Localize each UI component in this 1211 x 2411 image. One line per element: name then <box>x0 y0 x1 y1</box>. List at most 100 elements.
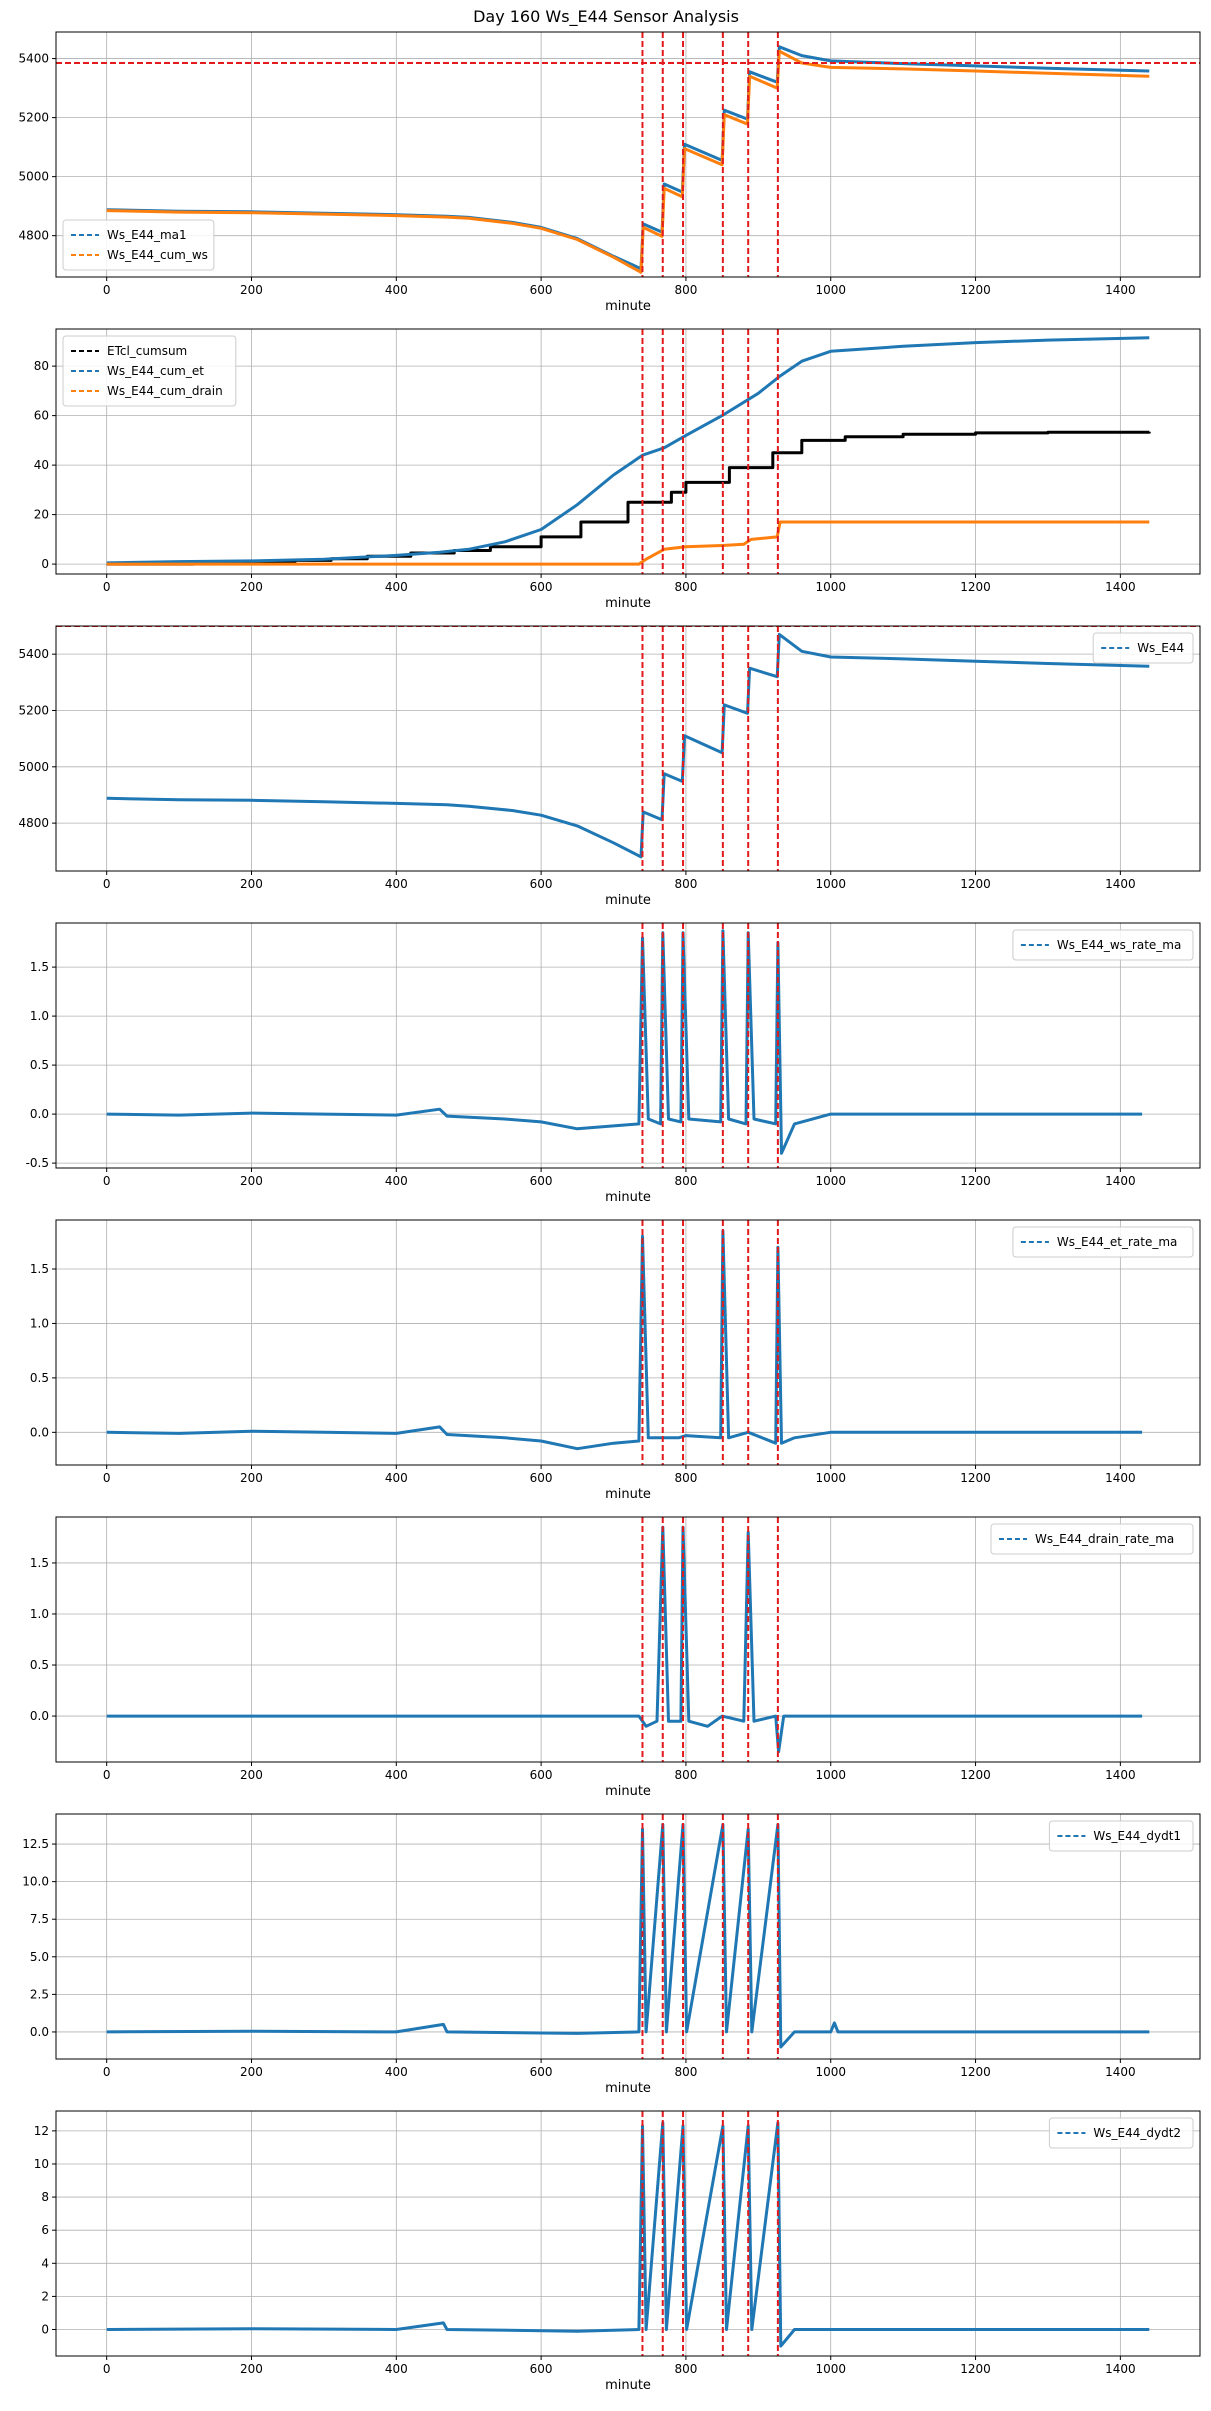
x-tick-label: 1400 <box>1105 283 1136 297</box>
series-line-Ws_E44_drain_rate_ma <box>106 1525 1143 1754</box>
subplots: 0 200 400 600 800 1000 1200 1400480050005200540… <box>18 31 1201 2393</box>
legend-box <box>62 219 215 271</box>
legend-label: Ws_E44_et_rate_ma <box>1057 1235 1177 1249</box>
y-tick-label: 20 <box>34 508 49 522</box>
x-tick-label: 800 <box>674 1768 697 1782</box>
legend: Ws_E44_dydt2 <box>1048 2117 1194 2149</box>
legend: Ws_E44_drain_rate_ma <box>990 1523 1194 1555</box>
x-tick-label: 200 <box>240 2362 263 2376</box>
axes-frame <box>55 1516 1201 1763</box>
x-tick-label: 0 <box>103 1768 111 1782</box>
x-axis-label: minute <box>605 299 651 314</box>
x-tick-label: 1200 <box>960 580 991 594</box>
plot-area <box>56 626 1200 871</box>
y-tick-label: 0 <box>41 557 49 571</box>
x-tick-label: 1400 <box>1105 1471 1136 1485</box>
x-tick-label: 1200 <box>960 2362 991 2376</box>
subplot-5: 0 200 400 600 800 1000 1200 1400 0.0 0.5 1.0 1.5 min… <box>30 1219 1201 1502</box>
y-tick-label: 40 <box>34 458 49 472</box>
x-axis-label: minute <box>605 1487 651 1502</box>
x-tick-label: 1200 <box>960 2065 991 2079</box>
y-tick-label: 12.5 <box>22 1837 49 1851</box>
y-tick-label: 4800 <box>18 816 49 830</box>
subplot-1: 0 200 400 600 800 1000 1200 1400 4800 5000 5200 540… <box>18 31 1201 314</box>
series-line-Ws_E44_ws_rate_ma <box>106 929 1143 1155</box>
x-tick-label: 200 <box>240 580 263 594</box>
x-tick-label: 1000 <box>815 580 846 594</box>
x-tick-label: 1200 <box>960 877 991 891</box>
legend-box <box>1092 632 1194 664</box>
axes-frame <box>55 922 1201 1169</box>
x-tick-label: 800 <box>674 283 697 297</box>
y-tick-label: 5200 <box>18 111 49 125</box>
x-tick-label: 800 <box>674 877 697 891</box>
x-tick-label: 200 <box>240 1471 263 1485</box>
y-tick-label: 2.5 <box>30 1987 49 2001</box>
legend-label: Ws_E44_ws_rate_ma <box>1057 938 1181 952</box>
series-line-Ws_E44_cum_ws <box>106 49 1150 274</box>
x-tick-label: 200 <box>240 877 263 891</box>
plot-area <box>106 1814 1150 2059</box>
legend-box <box>1012 1226 1194 1258</box>
legend-box <box>1048 1820 1194 1852</box>
legend-label: Ws_E44_dydt1 <box>1093 1829 1181 1843</box>
subplot-3: 0 200 400 600 800 1000 1200 1400 4800 5000 5200 540… <box>18 625 1201 908</box>
subplot-4: 0 200 400 600 800 1000 1200 1400 -0.5 0.0 0.5 1.0 1.… <box>26 922 1201 1205</box>
plot-area <box>106 923 1143 1168</box>
x-axis-label: minute <box>605 596 651 611</box>
y-tick-label: 0.5 <box>30 1658 49 1672</box>
x-tick-label: 600 <box>530 1471 553 1485</box>
x-tick-label: 400 <box>385 2065 408 2079</box>
legend-label: Ws_E44_cum_et <box>107 364 204 378</box>
subplot-8: 0 200 400 600 800 1000 1200 1400 0 2 4 6 8 10 12 minute… <box>34 2110 1201 2393</box>
y-tick-label: 0.0 <box>30 2025 49 2039</box>
x-tick-label: 1400 <box>1105 877 1136 891</box>
x-axis-label: minute <box>605 1190 651 1205</box>
y-tick-label: 80 <box>34 359 49 373</box>
x-tick-label: 200 <box>240 2065 263 2079</box>
x-tick-label: 400 <box>385 1471 408 1485</box>
legend: Ws_E44_dydt1 <box>1048 1820 1194 1852</box>
y-tick-label: 12 <box>34 2124 49 2138</box>
x-tick-label: 1400 <box>1105 2362 1136 2376</box>
axes-frame <box>55 1813 1201 2060</box>
legend: Ws_E44_ws_rate_ma <box>1012 929 1194 961</box>
y-tick-label: 7.5 <box>30 1912 49 1926</box>
plot-area <box>106 2111 1150 2356</box>
x-tick-label: 1000 <box>815 1174 846 1188</box>
y-tick-label: 0.0 <box>30 1425 49 1439</box>
legend: Ws_E44_et_rate_ma <box>1012 1226 1194 1258</box>
x-tick-label: 800 <box>674 580 697 594</box>
x-tick-label: 1000 <box>815 1471 846 1485</box>
x-tick-label: 1200 <box>960 1768 991 1782</box>
x-axis-label: minute <box>605 2081 651 2096</box>
x-tick-label: 400 <box>385 877 408 891</box>
y-tick-label: 2 <box>41 2289 49 2303</box>
x-tick-label: 1200 <box>960 1174 991 1188</box>
y-tick-label: 10 <box>34 2157 49 2171</box>
x-tick-label: 200 <box>240 1768 263 1782</box>
x-tick-label: 1000 <box>815 2362 846 2376</box>
y-tick-label: 0.5 <box>30 1058 49 1072</box>
x-tick-label: 1400 <box>1105 2065 1136 2079</box>
x-tick-label: 600 <box>530 283 553 297</box>
axes-frame <box>55 328 1201 575</box>
x-tick-label: 400 <box>385 1768 408 1782</box>
legend-box <box>62 335 237 407</box>
x-tick-label: 400 <box>385 283 408 297</box>
plot-area <box>106 329 1151 574</box>
x-tick-label: 600 <box>530 2362 553 2376</box>
x-tick-label: 600 <box>530 877 553 891</box>
y-tick-label: 1.0 <box>30 1316 49 1330</box>
legend-label: Ws_E44_ma1 <box>107 228 187 242</box>
legend-label: Ws_E44_dydt2 <box>1093 2126 1181 2140</box>
y-tick-label: 5000 <box>18 760 49 774</box>
y-tick-label: 4800 <box>18 229 49 243</box>
y-tick-label: 0.0 <box>30 1709 49 1723</box>
plot-area <box>106 1517 1143 1762</box>
series-line-Ws_E44_dydt1 <box>106 1823 1150 2049</box>
subplot-6: 0 200 400 600 800 1000 1200 1400 0.0 0.5 1.0 1.5 min… <box>30 1516 1201 1799</box>
x-tick-label: 600 <box>530 1768 553 1782</box>
x-tick-label: 600 <box>530 580 553 594</box>
x-tick-label: 1000 <box>815 1768 846 1782</box>
